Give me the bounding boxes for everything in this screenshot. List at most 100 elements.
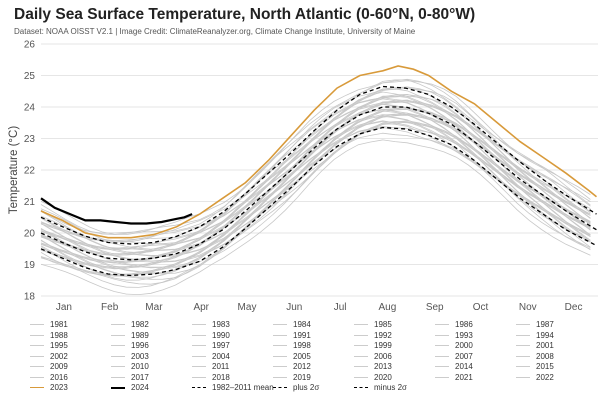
legend-item[interactable]: 2020	[354, 373, 392, 382]
legend-item[interactable]: 2008	[516, 352, 554, 361]
background-year-line	[40, 132, 591, 288]
legend-swatch	[354, 345, 368, 346]
background-year-line	[40, 87, 591, 243]
legend-item[interactable]: 1983	[192, 320, 230, 329]
legend-label: 2018	[212, 372, 230, 382]
legend-item[interactable]: 1991	[273, 331, 311, 340]
x-tick-label: Apr	[193, 302, 209, 313]
legend-label: 2011	[212, 362, 230, 371]
legend-item[interactable]: 2002	[30, 352, 68, 361]
legend-swatch	[192, 376, 206, 378]
legend-item[interactable]: 2018	[192, 373, 230, 382]
legend-label: 2024	[131, 383, 149, 392]
legend-label: 1981	[50, 320, 68, 329]
legend-item[interactable]: 2015	[516, 362, 554, 371]
legend-label: 2016	[50, 372, 68, 382]
legend-item[interactable]: 2007	[435, 352, 473, 361]
legend-item[interactable]: 2023	[30, 383, 68, 392]
legend-label: 1997	[212, 341, 230, 350]
legend-item[interactable]: 2021	[435, 373, 473, 382]
x-tick-label: Mar	[145, 302, 163, 313]
legend-swatch	[354, 324, 368, 325]
legend-item[interactable]: 1988	[30, 331, 68, 340]
legend-swatch	[111, 376, 125, 378]
legend-label: 2009	[50, 362, 68, 371]
legend-item[interactable]: 1992	[354, 331, 392, 340]
legend-swatch	[192, 345, 206, 346]
legend-item[interactable]: 2000	[435, 341, 473, 350]
legend-item[interactable]: 2022	[516, 373, 554, 382]
x-tick-label: Jul	[334, 302, 347, 313]
legend-label: 1998	[293, 341, 311, 350]
legend-item[interactable]: 2012	[273, 362, 311, 371]
legend-label: 1999	[374, 341, 392, 350]
chart-subtitle: Dataset: NOAA OISST V2.1 | Image Credit:…	[14, 27, 416, 36]
legend-item[interactable]: 2006	[354, 352, 392, 361]
legend-label: 1986	[455, 320, 473, 329]
legend-label: 2000	[455, 341, 473, 350]
legend-label: 1993	[455, 330, 473, 340]
legend-item[interactable]: 2005	[273, 352, 311, 361]
legend-label: 1992	[374, 330, 392, 340]
y-tick-label: 25	[24, 71, 36, 82]
legend-swatch	[30, 355, 44, 357]
legend-item[interactable]: 2010	[111, 362, 149, 371]
legend-swatch	[273, 324, 287, 325]
legend-item[interactable]: 1990	[192, 331, 230, 340]
legend-swatch	[273, 387, 287, 388]
legend-item[interactable]: 1987	[516, 320, 554, 329]
background-year-line	[40, 80, 591, 235]
legend-item[interactable]: plus 2σ	[273, 383, 319, 392]
legend-item[interactable]: 1984	[273, 320, 311, 329]
legend-item[interactable]: 2014	[435, 362, 473, 371]
legend-label: 1994	[536, 330, 554, 340]
series-line-2023	[40, 65, 598, 239]
legend-label: 2006	[374, 351, 392, 361]
legend-label: 1983	[212, 320, 230, 329]
legend-item[interactable]: 2001	[516, 341, 554, 350]
legend-swatch	[435, 376, 449, 378]
legend-swatch	[273, 376, 287, 378]
legend-item[interactable]: 2011	[192, 362, 229, 371]
x-tick-labels: Jan Feb Mar Apr May Jun Jul Aug Sep Oct Nov Dec	[56, 302, 583, 313]
legend-item[interactable]: 2003	[111, 352, 149, 361]
legend-swatch	[111, 366, 125, 367]
legend-item[interactable]: 1982	[111, 320, 149, 329]
legend-item[interactable]: 1999	[354, 341, 392, 350]
legend-item[interactable]: 1986	[435, 320, 473, 329]
legend-item[interactable]: 2016	[30, 373, 68, 382]
legend-swatch	[30, 345, 44, 346]
legend-swatch	[354, 355, 368, 357]
legend-swatch	[192, 366, 206, 367]
legend-item[interactable]: 2017	[111, 373, 149, 382]
background-year-line	[40, 99, 591, 255]
legend-label: 1982	[131, 320, 149, 329]
legend-swatch	[516, 334, 530, 336]
legend-item[interactable]: minus 2σ	[354, 383, 407, 392]
legend-swatch	[354, 366, 368, 367]
legend-item[interactable]: 2019	[273, 373, 311, 382]
legend-swatch	[435, 366, 449, 367]
legend-swatch	[111, 324, 125, 325]
legend-item[interactable]: 1982–2011 mean	[192, 383, 274, 392]
legend-item[interactable]: 1993	[435, 331, 473, 340]
legend-item[interactable]: 1997	[192, 341, 230, 350]
legend-item[interactable]: 2004	[192, 352, 230, 361]
legend-label: 2020	[374, 372, 392, 382]
legend-item[interactable]: 1996	[111, 341, 149, 350]
y-tick-label: 26	[24, 40, 36, 51]
legend-swatch	[30, 387, 44, 388]
legend-item[interactable]: 1998	[273, 341, 311, 350]
legend-item[interactable]: 1995	[30, 341, 68, 350]
legend-item[interactable]: 2009	[30, 362, 68, 371]
legend-item[interactable]: 1985	[354, 320, 392, 329]
legend-swatch	[435, 345, 449, 346]
legend-label: 1985	[374, 320, 392, 329]
legend-item[interactable]: 1994	[516, 331, 554, 340]
legend-item[interactable]: 2024	[111, 383, 149, 392]
background-year-line	[40, 110, 591, 269]
legend-item[interactable]: 2013	[354, 362, 392, 371]
legend-item[interactable]: 1989	[111, 331, 149, 340]
legend-swatch	[516, 324, 530, 325]
legend-item[interactable]: 1981	[30, 320, 68, 329]
